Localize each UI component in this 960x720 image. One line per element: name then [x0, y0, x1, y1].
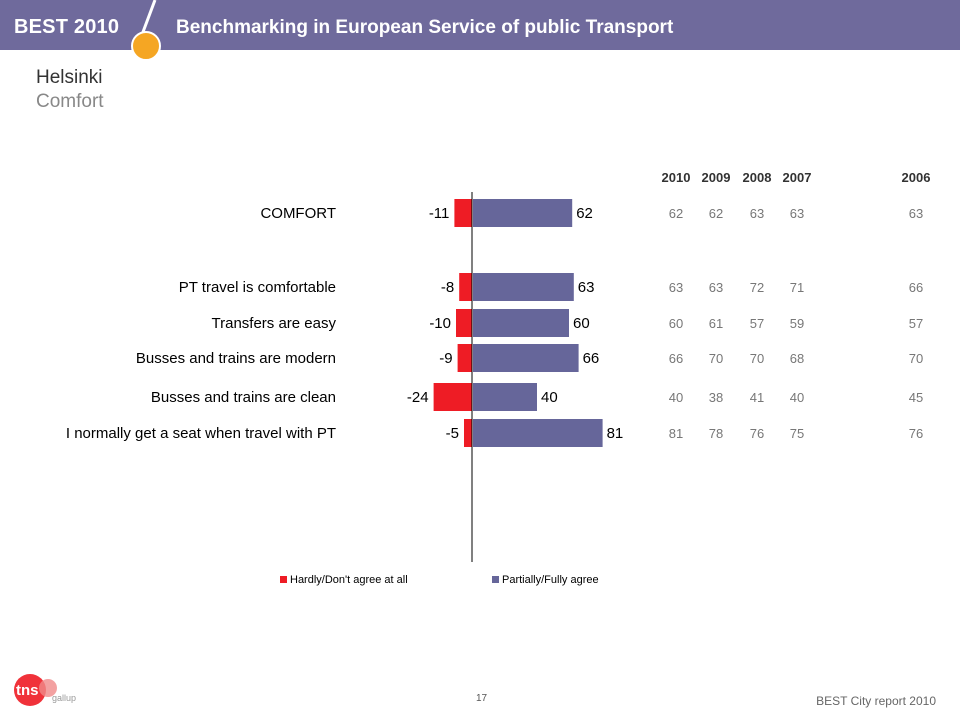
disagree-value-label: -11: [429, 205, 450, 222]
history-value: 76: [909, 426, 923, 441]
category-label: COMFORT: [260, 205, 336, 222]
history-value: 57: [750, 316, 764, 331]
brand-year: 2010: [73, 16, 120, 38]
history-value: 38: [709, 390, 723, 405]
legend-disagree-swatch: [280, 576, 287, 583]
history-value: 62: [669, 206, 683, 221]
category-labels: COMFORT PT travel is comfortable Transfers…: [66, 205, 337, 442]
bars: [433, 199, 603, 447]
history-year-header: 2007: [783, 170, 812, 185]
history-value: 71: [790, 280, 804, 295]
agree-bar: [473, 344, 579, 372]
agree-value-label: 40: [541, 389, 558, 406]
agree-bar: [473, 309, 569, 337]
category-label: Busses and trains are clean: [151, 389, 336, 406]
header-bar: BEST 2010 Benchmarking in European Servi…: [0, 0, 960, 61]
history-value: 40: [790, 390, 804, 405]
report-label: BEST City report 2010: [816, 694, 936, 708]
agree-value-label: 81: [607, 425, 624, 442]
history-value: 61: [709, 316, 723, 331]
agree-bar: [473, 199, 573, 227]
history-value: 41: [750, 390, 764, 405]
history-value: 57: [909, 316, 923, 331]
agree-bar: [473, 273, 574, 301]
history-value: 63: [709, 280, 723, 295]
disagree-value-label: -10: [429, 315, 451, 332]
history-value: 66: [909, 280, 923, 295]
history-year-header: 2009: [702, 170, 731, 185]
agree-value-label: 60: [573, 315, 590, 332]
agree-bar: [473, 383, 537, 411]
page-title: Helsinki: [36, 67, 103, 88]
history-value: 63: [790, 206, 804, 221]
disagree-value-label: -24: [407, 389, 429, 406]
history-value: 60: [669, 316, 683, 331]
history-value: 63: [909, 206, 923, 221]
disagree-bar: [433, 383, 472, 411]
bar-value-labels: -11 62 -8 63 -10 60 -9 66 -24 40 -5 81: [407, 205, 623, 442]
agree-value-label: 63: [578, 279, 595, 296]
history-value: 70: [750, 351, 764, 366]
history-value: 76: [750, 426, 764, 441]
brand-logo: BEST 2010: [14, 16, 119, 39]
category-label: Busses and trains are modern: [136, 350, 336, 367]
category-label: PT travel is comfortable: [179, 279, 336, 296]
page-subtitle: Comfort: [36, 91, 104, 112]
history-table: 2010 2009 2008 2007 2006 62 62 63 63 63 63 63 72 71 66…: [662, 170, 931, 441]
history-value: 62: [709, 206, 723, 221]
disagree-value-label: -8: [441, 279, 454, 296]
history-value: 70: [709, 351, 723, 366]
page-number: 17: [476, 693, 488, 704]
tns-gallup-logo: tns gallup: [14, 674, 76, 706]
agree-value-label: 66: [583, 350, 600, 367]
history-value: 63: [669, 280, 683, 295]
history-year-header: 2006: [902, 170, 931, 185]
history-value: 78: [709, 426, 723, 441]
gallup-logo-text: gallup: [52, 693, 76, 703]
history-value: 70: [909, 351, 923, 366]
legend-agree-swatch: [492, 576, 499, 583]
history-value: 40: [669, 390, 683, 405]
history-value: 72: [750, 280, 764, 295]
agree-bar: [473, 419, 603, 447]
disagree-bar: [459, 273, 472, 301]
disagree-bar: [457, 344, 472, 372]
disagree-value-label: -5: [446, 425, 459, 442]
history-value: 75: [790, 426, 804, 441]
history-year-header: 2008: [743, 170, 772, 185]
disagree-bar: [464, 419, 472, 447]
history-value: 66: [669, 351, 683, 366]
category-label: I normally get a seat when travel with P…: [66, 425, 336, 442]
brand-swoosh-icon: [131, 0, 161, 61]
history-value: 81: [669, 426, 683, 441]
history-value: 63: [750, 206, 764, 221]
legend-disagree-label: Hardly/Don't agree at all: [290, 574, 408, 586]
category-label: Transfers are easy: [212, 315, 337, 332]
header-title: Benchmarking in European Service of publ…: [176, 17, 674, 38]
disagree-bar: [456, 309, 472, 337]
disagree-bar: [454, 199, 472, 227]
legend: Hardly/Don't agree at all Partially/Fully…: [280, 574, 599, 586]
agree-value-label: 62: [576, 205, 593, 222]
history-value: 59: [790, 316, 804, 331]
history-value: 45: [909, 390, 923, 405]
brand-name: BEST: [14, 16, 69, 38]
tns-logo-text: tns: [16, 682, 39, 699]
legend-agree-label: Partially/Fully agree: [502, 574, 599, 586]
history-year-header: 2010: [662, 170, 691, 185]
disagree-value-label: -9: [439, 350, 452, 367]
history-value: 68: [790, 351, 804, 366]
